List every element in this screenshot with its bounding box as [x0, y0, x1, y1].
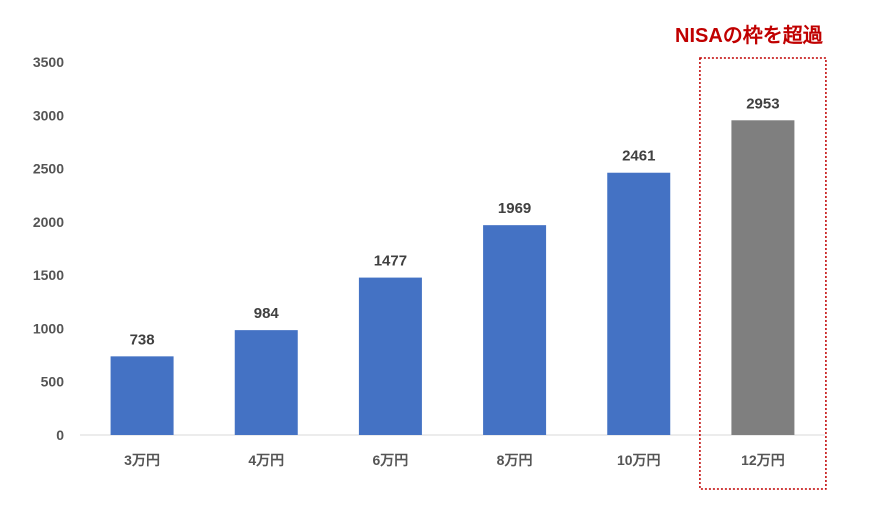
y-axis: 0 500 1000 1500 2000 2500 3000 3500: [33, 54, 64, 443]
x-tick-label: 12万円: [741, 452, 785, 468]
bars: 738 984 1477 1969 2461 2953: [110, 95, 795, 436]
y-tick-label: 500: [41, 374, 65, 390]
data-label: 1477: [374, 253, 407, 270]
y-tick-label: 2000: [33, 214, 64, 230]
y-tick-label: 1000: [33, 320, 64, 336]
bar: [607, 172, 671, 435]
bar: [483, 225, 547, 435]
bar: [731, 120, 795, 436]
y-tick-label: 3500: [33, 54, 64, 70]
bar: [234, 330, 298, 435]
x-tick-label: 3万円: [124, 452, 160, 468]
data-label: 2953: [746, 95, 779, 112]
x-tick-label: 4万円: [248, 452, 284, 468]
data-label: 1969: [498, 200, 531, 217]
highlight-box: [699, 57, 827, 490]
y-tick-label: 1500: [33, 267, 64, 283]
data-label: 2461: [622, 148, 655, 165]
y-tick-label: 2500: [33, 161, 64, 177]
bar: [110, 356, 174, 435]
x-tick-label: 10万円: [617, 452, 661, 468]
annotation-text: NISAの枠を超過: [675, 23, 824, 47]
data-label: 984: [254, 305, 280, 322]
y-tick-label: 0: [56, 427, 64, 443]
x-tick-label: 6万円: [373, 452, 409, 468]
x-tick-label: 8万円: [497, 452, 533, 468]
bar: [358, 277, 422, 435]
data-label: 738: [130, 331, 155, 348]
x-axis: 3万円 4万円 6万円 8万円 10万円 12万円: [124, 452, 785, 468]
y-tick-label: 3000: [33, 107, 64, 123]
